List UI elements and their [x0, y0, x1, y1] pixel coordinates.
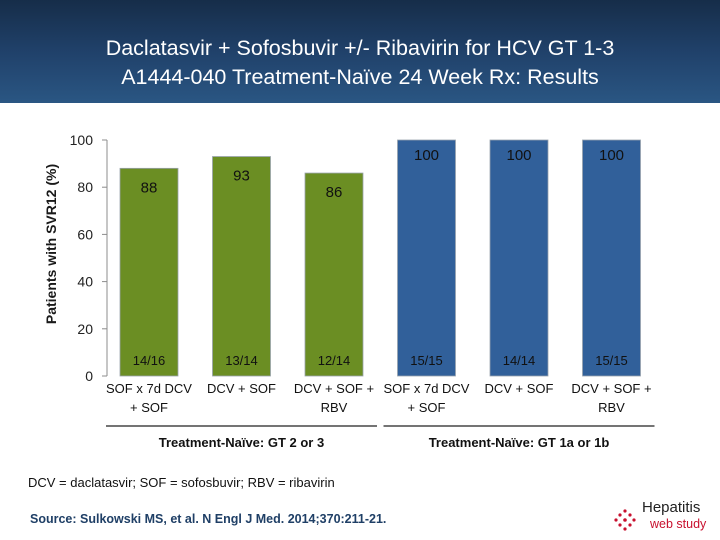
- bar: [212, 156, 271, 377]
- bar-value-label: 100: [599, 147, 624, 164]
- bar: [304, 172, 364, 377]
- logo-name: Hepatitis: [642, 499, 701, 516]
- group-label: Treatment-Naïve: GT 1a or 1b: [429, 435, 610, 450]
- bar-value-label: 93: [233, 168, 250, 185]
- bar: [397, 139, 456, 377]
- bar-count-label: 14/14: [503, 353, 536, 368]
- title-banner: [0, 0, 720, 103]
- abbreviations-footnote: DCV = daclatasvir; SOF = sofosbuvir; RBV…: [28, 475, 335, 490]
- x-category-label: SOF x 7d DCV: [384, 381, 470, 396]
- bar-value-label: 100: [414, 147, 439, 164]
- bar: [489, 139, 549, 377]
- bar: [119, 167, 179, 377]
- bar-count-label: 12/14: [318, 353, 351, 368]
- bar-value-label: 88: [141, 179, 158, 196]
- y-tick-label: 0: [85, 368, 93, 384]
- group-label: Treatment-Naïve: GT 2 or 3: [159, 435, 324, 450]
- x-category-label: + SOF: [130, 400, 168, 415]
- bar-value-label: 100: [506, 147, 531, 164]
- y-tick-label: 20: [77, 321, 93, 337]
- x-category-label: DCV + SOF: [207, 381, 276, 396]
- x-category-label: DCV + SOF +: [294, 381, 374, 396]
- svr12-bar-chart: 0 20 40 60 80 100 88 14/16 SOF x 7d DCV + SOF 93 13…: [70, 132, 655, 450]
- y-tick-label: 40: [77, 274, 93, 290]
- title-line-1: Daclatasvir + Sofosbuvir +/- Ribavirin f…: [105, 36, 615, 60]
- x-category-label: DCV + SOF: [485, 381, 554, 396]
- bar-count-label: 14/16: [133, 353, 166, 368]
- logo-subtitle: web study: [650, 517, 707, 531]
- bar-value-label: 86: [326, 184, 343, 201]
- title-line-2: A1444-040 Treatment-Naïve 24 Week Rx: Re…: [121, 65, 599, 89]
- hepatitis-web-study-logo: Hepatitis web study: [612, 497, 718, 537]
- x-category-label: SOF x 7d DCV: [106, 381, 192, 396]
- bar-count-label: 15/15: [410, 353, 443, 368]
- bar-count-label: 15/15: [595, 353, 628, 368]
- source-citation: Source: Sulkowski MS, et al. N Engl J Me…: [30, 512, 387, 526]
- bar: [582, 139, 641, 377]
- bar-count-label: 13/14: [225, 353, 258, 368]
- y-tick-label: 100: [70, 132, 94, 148]
- x-category-label: DCV + SOF +: [571, 381, 651, 396]
- x-category-label: + SOF: [408, 400, 446, 415]
- y-tick-label: 60: [77, 226, 93, 242]
- x-category-label: RBV: [598, 400, 625, 415]
- slide-title: Daclatasvir + Sofosbuvir +/- Ribavirin f…: [20, 34, 700, 92]
- logo-dots-icon: [614, 509, 636, 531]
- x-category-label: RBV: [321, 400, 348, 415]
- y-tick-label: 80: [77, 179, 93, 195]
